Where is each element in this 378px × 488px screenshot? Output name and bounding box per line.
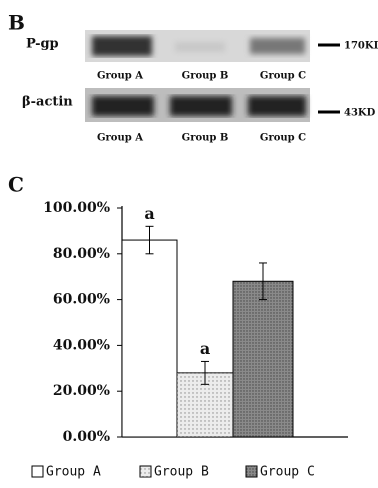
bar [122, 240, 177, 437]
lane-label: Group B [182, 133, 229, 144]
chart: 0.00% 20.00% 40.00% 60.00% 80.00% 100.00% a a Gr… [32, 200, 348, 480]
y-tick-label: 40.00% [53, 337, 110, 353]
y-tick-label: 80.00% [53, 246, 110, 262]
panel-label: C [8, 173, 24, 197]
row-label: P-gp [26, 37, 59, 52]
annotation: a [144, 204, 154, 223]
legend-label: Group A [46, 465, 101, 480]
lane-label: Group A [97, 71, 143, 82]
annotation: a [200, 339, 210, 358]
legend-texture [140, 466, 151, 477]
legend-swatch [32, 466, 43, 477]
lane-label: Group C [260, 71, 306, 82]
lane-label: Group A [97, 133, 143, 144]
y-tick-label: 100.00% [43, 200, 110, 216]
legend-label: Group B [154, 465, 209, 480]
lane-label: Group B [182, 71, 229, 82]
y-tick-label: 60.00% [53, 292, 110, 308]
bands [92, 96, 306, 116]
panel-label: B [8, 11, 25, 35]
figure: B P-gp 170KD Group A Group B Group C β-a… [0, 0, 378, 488]
bar-texture [233, 281, 293, 437]
lane-label: Group C [260, 133, 306, 144]
y-tick-label: 0.00% [63, 429, 110, 445]
legend-label: Group C [260, 465, 315, 480]
size-label: 170KD [344, 41, 378, 52]
row-label: β-actin [22, 95, 73, 110]
legend-texture [246, 466, 257, 477]
y-tick-label: 20.00% [53, 383, 110, 399]
size-label: 43KD [344, 108, 376, 119]
